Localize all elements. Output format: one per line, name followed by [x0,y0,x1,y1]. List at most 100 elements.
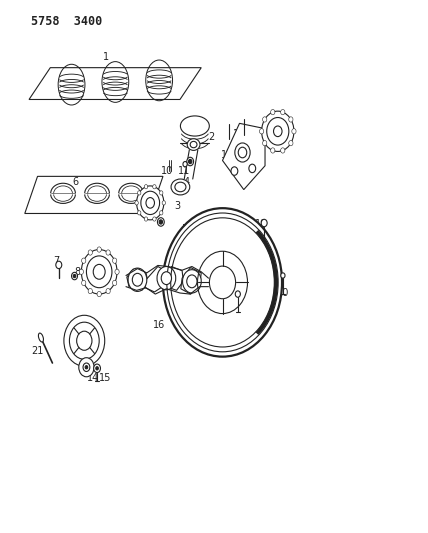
Circle shape [132,273,143,286]
Text: 6: 6 [73,176,79,187]
Circle shape [270,148,275,153]
Text: 9: 9 [107,267,113,277]
Polygon shape [165,266,183,290]
Polygon shape [145,266,167,292]
Circle shape [157,266,176,290]
Text: 8: 8 [75,267,81,277]
Circle shape [82,258,86,263]
Circle shape [235,143,250,162]
Circle shape [235,291,241,297]
Circle shape [187,157,193,166]
Circle shape [263,141,267,146]
Circle shape [71,272,77,280]
Circle shape [267,117,289,145]
Text: 12: 12 [233,129,246,139]
Circle shape [188,159,192,164]
Text: 5: 5 [181,224,187,235]
Circle shape [292,128,296,134]
Polygon shape [181,268,201,294]
Polygon shape [29,68,201,100]
Circle shape [94,364,101,373]
Circle shape [141,191,160,215]
Circle shape [144,217,148,221]
Circle shape [93,264,105,279]
Circle shape [161,272,172,285]
Circle shape [106,288,110,294]
Circle shape [160,191,163,195]
Circle shape [88,288,92,294]
Circle shape [289,141,293,146]
Text: 13: 13 [276,134,288,144]
Text: 18: 18 [227,328,239,338]
Circle shape [97,247,101,252]
Circle shape [81,249,117,294]
Circle shape [187,275,197,288]
Circle shape [106,250,110,255]
Text: 14: 14 [87,373,99,383]
Circle shape [159,220,163,224]
Circle shape [69,322,99,359]
Ellipse shape [187,139,200,150]
Text: 20: 20 [276,288,288,298]
Text: 4: 4 [183,176,190,187]
Polygon shape [127,269,148,290]
Circle shape [238,147,247,158]
Circle shape [153,184,156,189]
Circle shape [56,261,62,269]
Circle shape [73,274,76,278]
Circle shape [137,186,164,220]
Circle shape [113,258,117,263]
Text: 1: 1 [102,52,109,62]
Text: 16: 16 [153,320,165,330]
Circle shape [64,316,105,366]
Circle shape [249,164,256,173]
Ellipse shape [39,333,44,342]
Circle shape [144,184,148,189]
Circle shape [137,211,141,215]
Text: 22: 22 [70,346,82,357]
Circle shape [162,201,166,205]
Circle shape [153,217,156,221]
Circle shape [82,280,86,286]
Polygon shape [25,176,163,214]
Circle shape [79,358,94,377]
Circle shape [137,191,141,195]
Circle shape [88,250,92,255]
Text: 3: 3 [175,200,181,211]
Text: 17: 17 [204,320,216,330]
Circle shape [158,217,164,226]
Circle shape [261,219,267,227]
Circle shape [113,280,117,286]
Text: 19: 19 [255,219,267,229]
Circle shape [163,208,282,357]
Circle shape [183,161,187,167]
Text: 2: 2 [209,132,215,142]
Circle shape [135,201,138,205]
Text: 10: 10 [161,166,173,176]
Circle shape [281,273,285,278]
Text: 5758  3400: 5758 3400 [31,14,102,28]
Circle shape [128,268,147,292]
Circle shape [85,366,88,369]
Text: 21: 21 [31,346,44,357]
Circle shape [231,167,238,175]
Text: 15: 15 [99,373,112,383]
Circle shape [79,269,83,274]
Circle shape [160,211,163,215]
Circle shape [289,117,293,122]
Circle shape [273,126,282,136]
Circle shape [270,109,275,115]
Polygon shape [223,123,265,190]
Circle shape [77,331,92,350]
Circle shape [262,111,294,151]
Circle shape [146,198,155,208]
Circle shape [281,109,285,115]
Circle shape [281,148,285,153]
Text: 11: 11 [220,150,233,160]
Circle shape [259,128,264,134]
Circle shape [182,270,201,293]
Circle shape [115,269,119,274]
Circle shape [209,266,235,298]
Circle shape [86,256,112,288]
Ellipse shape [171,179,190,195]
